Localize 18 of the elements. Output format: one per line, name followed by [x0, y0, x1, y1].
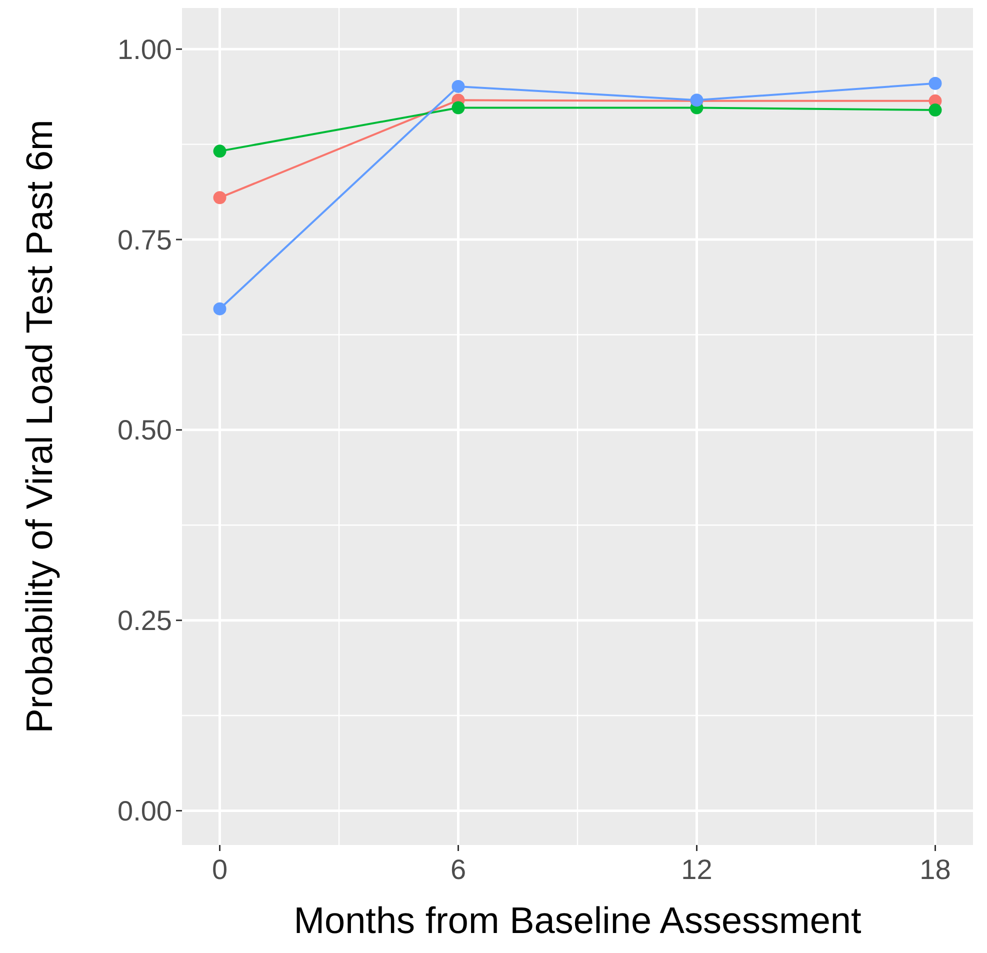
point — [928, 76, 942, 90]
point — [213, 302, 226, 316]
y-axis-title: Probability of Viral Load Test Past 6m — [19, 120, 60, 734]
x-tick-label: 18 — [920, 854, 951, 885]
x-tick-label: 0 — [212, 854, 228, 885]
point — [213, 144, 226, 158]
y-tick-label: 0.00 — [118, 796, 172, 827]
y-tick-label: 0.50 — [118, 414, 172, 446]
y-tick-label: 1.00 — [118, 34, 172, 65]
point — [928, 104, 942, 117]
point — [452, 101, 465, 114]
point — [213, 191, 226, 204]
x-tick-label: 12 — [681, 854, 712, 885]
y-tick-label: 0.75 — [118, 224, 172, 256]
x-tick-label: 6 — [450, 854, 466, 885]
point — [452, 80, 465, 93]
x-axis-title: Months from Baseline Assessment — [294, 900, 862, 941]
y-tick-label: 0.25 — [118, 605, 172, 636]
